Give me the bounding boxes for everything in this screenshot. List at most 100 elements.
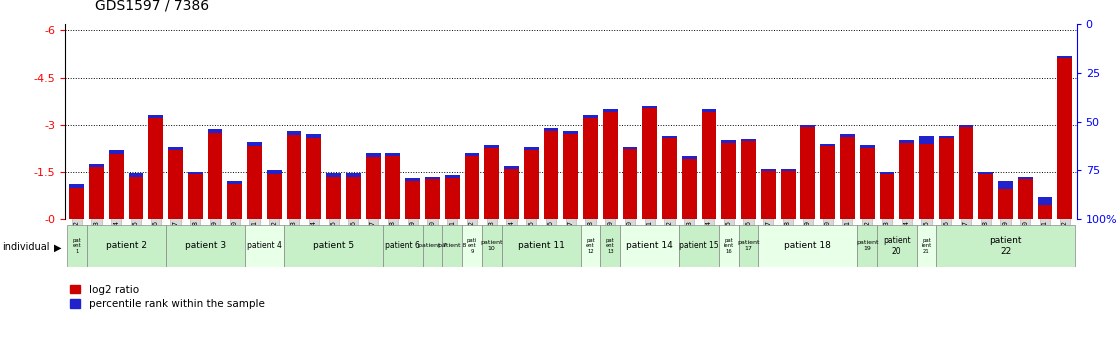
Bar [761,169,776,219]
FancyBboxPatch shape [482,225,502,266]
FancyBboxPatch shape [165,225,245,266]
Bar [306,134,321,219]
Text: patient
17: patient 17 [738,240,760,251]
Bar [1058,56,1072,219]
Bar [761,169,776,171]
Bar [919,136,934,219]
Bar [208,129,222,219]
FancyBboxPatch shape [917,225,937,266]
FancyBboxPatch shape [937,225,1074,266]
Bar [643,106,657,219]
Bar [584,115,598,118]
Bar [524,147,539,150]
Text: patient 4: patient 4 [247,241,282,250]
Bar [227,181,243,184]
Bar [978,172,993,219]
Text: patient
19: patient 19 [856,240,879,251]
Text: patient 7: patient 7 [418,243,447,248]
Text: GDS1597 / 7386: GDS1597 / 7386 [95,0,209,12]
Bar [267,170,282,219]
Text: patient
10: patient 10 [481,240,503,251]
Bar [168,147,183,150]
Bar [623,147,637,219]
Bar [603,109,617,219]
FancyBboxPatch shape [423,225,443,266]
Bar [267,170,282,174]
FancyBboxPatch shape [383,225,423,266]
Bar [108,150,124,219]
Bar [129,174,143,177]
FancyBboxPatch shape [245,225,284,266]
FancyBboxPatch shape [877,225,917,266]
Bar [326,174,341,219]
Text: pat
ient
21: pat ient 21 [921,237,931,254]
Bar [584,115,598,219]
Bar [741,139,756,141]
Bar [1058,56,1072,58]
FancyBboxPatch shape [502,225,580,266]
Bar [919,136,934,144]
FancyBboxPatch shape [758,225,858,266]
Bar [821,144,835,146]
Bar [998,181,1013,219]
Bar [1017,177,1033,179]
Bar [860,145,874,148]
Bar [89,164,104,219]
Bar [286,131,302,135]
Bar [662,136,678,138]
Bar [899,140,915,219]
Bar [188,172,202,175]
Bar [484,145,499,148]
Bar [721,140,737,219]
Bar [543,128,558,131]
Text: ▶: ▶ [54,243,61,252]
Bar [880,172,894,175]
Bar [425,177,439,179]
Bar [958,125,974,127]
Text: pat
ent
13: pat ent 13 [606,237,615,254]
Bar [702,109,717,219]
Bar [1038,197,1052,205]
Bar [662,136,678,219]
Bar [386,153,400,219]
Text: patient 6: patient 6 [386,241,420,250]
Bar [998,181,1013,189]
Bar [1017,177,1033,219]
Bar [880,172,894,219]
FancyBboxPatch shape [462,225,482,266]
Bar [405,178,420,181]
Bar [939,136,954,219]
FancyBboxPatch shape [858,225,877,266]
Bar [623,147,637,149]
Bar [780,169,796,171]
FancyBboxPatch shape [86,225,165,266]
Bar [345,174,361,177]
FancyBboxPatch shape [600,225,620,266]
Text: patient 2: patient 2 [105,241,146,250]
Bar [188,172,202,219]
Text: patient 15: patient 15 [680,241,719,250]
Bar [721,140,737,143]
Bar [306,134,321,138]
Text: pat
ent
12: pat ent 12 [586,237,595,254]
Bar [286,131,302,219]
Bar [780,169,796,219]
Bar [563,131,578,219]
Bar [484,145,499,219]
Bar [504,166,519,219]
Bar [524,147,539,219]
Bar [682,156,697,159]
FancyBboxPatch shape [443,225,462,266]
Bar [840,134,855,137]
Bar [543,128,558,219]
Bar [89,164,104,167]
Text: patient 8: patient 8 [438,243,466,248]
Legend: log2 ratio, percentile rank within the sample: log2 ratio, percentile rank within the s… [70,285,265,309]
Bar [603,109,617,111]
Bar [643,106,657,108]
Bar [247,142,262,219]
Bar [445,175,459,178]
Bar [1038,197,1052,219]
Text: pat
ient
16: pat ient 16 [723,237,733,254]
Bar [800,125,815,219]
